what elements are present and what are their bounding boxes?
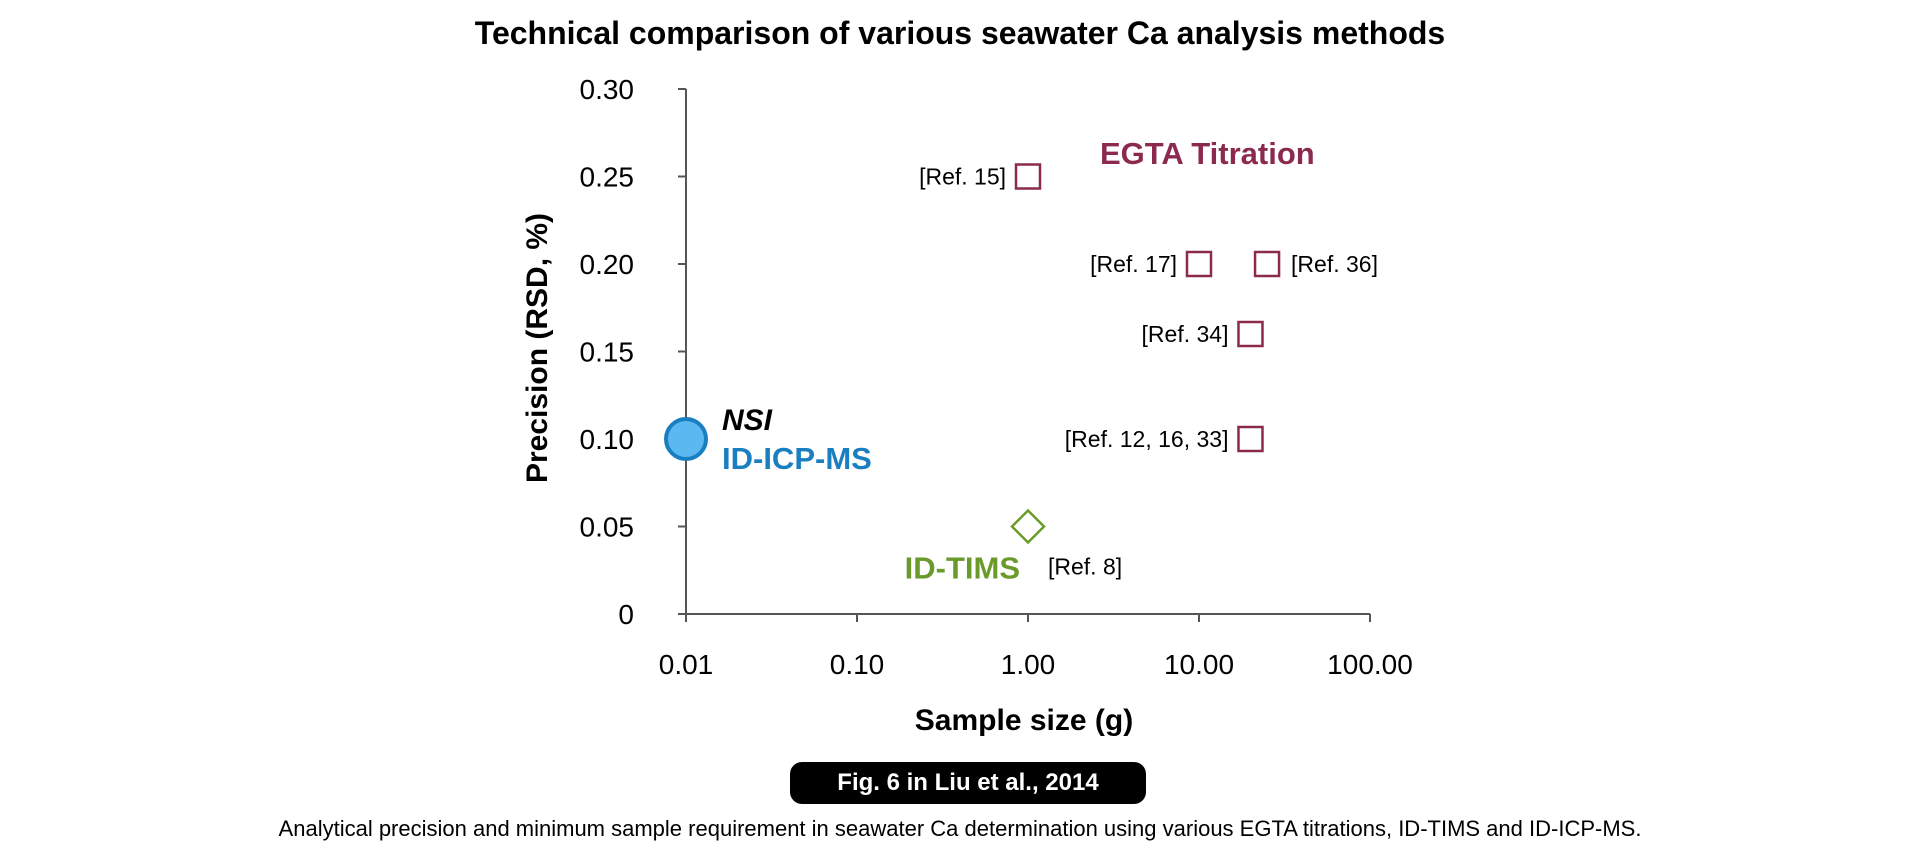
x-tick-label: 100.00 bbox=[1327, 649, 1413, 680]
x-axis-title: Sample size (g) bbox=[915, 704, 1133, 737]
point-reference-label: [Ref. 36] bbox=[1291, 251, 1378, 277]
data-marks bbox=[664, 163, 1281, 545]
egta-point bbox=[1253, 250, 1281, 278]
egta-series-label: EGTA Titration bbox=[1100, 136, 1315, 171]
egta-point bbox=[1237, 320, 1264, 348]
id-icp-ms-series-label: ID-ICP-MS bbox=[722, 441, 872, 476]
chart-title: Technical comparison of various seawater… bbox=[475, 15, 1445, 51]
axes: 0 0.05 0.10 0.15 0.20 0.25 0.30 0.01 0.10 1.00 10.… bbox=[580, 74, 1413, 680]
id-tims-series-label: ID-TIMS bbox=[905, 551, 1020, 586]
point-labels: [Ref. 15] [Ref. 17] [Ref. 36] [Ref. 34] [Ref… bbox=[722, 136, 1378, 586]
y-tick-label: 0.10 bbox=[580, 424, 635, 455]
egta-point bbox=[1014, 163, 1042, 190]
y-axis-title: Precision (RSD, %) bbox=[521, 213, 554, 483]
id-tims-point bbox=[1010, 508, 1046, 545]
y-tick-label: 0.20 bbox=[580, 249, 635, 280]
point-reference-label: [Ref. 17] bbox=[1090, 251, 1177, 277]
y-tick-label: 0.15 bbox=[580, 337, 635, 368]
x-tick-label: 10.00 bbox=[1164, 649, 1234, 680]
y-tick-label: 0.30 bbox=[580, 74, 635, 105]
point-reference-label: [Ref. 15] bbox=[919, 164, 1006, 190]
nsi-logo: NSI bbox=[722, 404, 773, 437]
point-reference-label: [Ref. 8] bbox=[1048, 554, 1122, 580]
point-reference-label: [Ref. 34] bbox=[1142, 321, 1229, 347]
figure-caption: Analytical precision and minimum sample … bbox=[278, 816, 1642, 841]
x-tick-label: 1.00 bbox=[1001, 649, 1056, 680]
egta-point bbox=[1185, 250, 1213, 278]
figure-reference-badge: Fig. 6 in Liu et al., 2014 bbox=[790, 762, 1146, 804]
scatter-chart: Technical comparison of various seawater… bbox=[475, 15, 1445, 737]
egta-point bbox=[1237, 425, 1264, 453]
y-tick-label: 0.05 bbox=[580, 512, 635, 543]
x-tick-label: 0.01 bbox=[659, 649, 714, 680]
y-tick-label: 0.25 bbox=[580, 162, 635, 193]
id-icp-ms-point bbox=[664, 417, 708, 461]
x-tick-label: 0.10 bbox=[830, 649, 885, 680]
point-reference-label: [Ref. 12, 16, 33] bbox=[1065, 426, 1229, 452]
y-tick-label: 0 bbox=[618, 599, 634, 630]
